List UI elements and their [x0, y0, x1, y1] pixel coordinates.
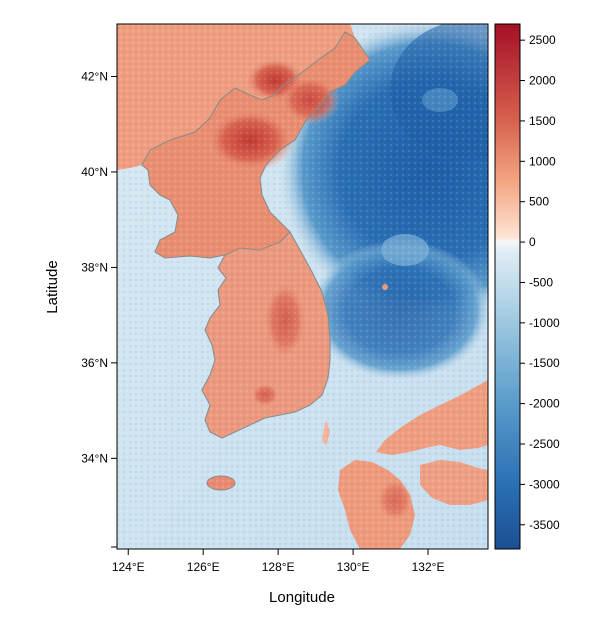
- x-axis: 124°E 126°E 128°E 130°E 132°E: [112, 549, 445, 574]
- colorbar-ticks: 2500 2000 1500 1000 500 0 -500 -1000 -1500 -2000 -…: [520, 33, 560, 532]
- colorbar-tick-label: -2500: [529, 437, 560, 451]
- colorbar-tick-label: 500: [529, 195, 549, 209]
- y-tick-label: 38°N: [81, 260, 108, 274]
- north-korea-border: [141, 31, 356, 166]
- colorbar-tick-label: 0: [529, 235, 536, 249]
- x-tick-label: 132°E: [412, 560, 445, 574]
- colorbar-tick-label: 1500: [529, 114, 556, 128]
- map-panel: [117, 24, 488, 549]
- colorbar-tick-label: 1000: [529, 154, 556, 168]
- korea-coastline: [141, 37, 371, 439]
- x-tick-label: 130°E: [337, 560, 370, 574]
- colorbar-tick-label: -500: [529, 275, 553, 289]
- x-tick-label: 124°E: [112, 560, 145, 574]
- y-tick-label: 36°N: [81, 356, 108, 370]
- colorbar-tick-label: -3500: [529, 518, 560, 532]
- colorbar-tick-label: -2000: [529, 397, 560, 411]
- y-tick-label: 40°N: [81, 165, 108, 179]
- colorbar-tick-label: 2000: [529, 74, 556, 88]
- colorbar-tick-label: -3000: [529, 477, 560, 491]
- y-axis: 34°N 36°N 38°N 40°N 42°N: [81, 70, 117, 548]
- plot-frame: [116, 23, 489, 550]
- x-axis-label: Longitude: [269, 589, 335, 606]
- colorbar-tick-label: -1500: [529, 356, 560, 370]
- y-axis-label: Latitude: [44, 260, 61, 313]
- dmz-line: [224, 231, 291, 256]
- colorbar-tick-label: 2500: [529, 33, 556, 47]
- colorbar: [494, 23, 521, 550]
- x-tick-label: 126°E: [187, 560, 220, 574]
- y-tick-label: 34°N: [81, 451, 108, 465]
- colorbar-tick-label: -1000: [529, 316, 560, 330]
- y-tick-label: 42°N: [81, 70, 108, 84]
- x-tick-label: 128°E: [262, 560, 295, 574]
- raster-texture: [117, 24, 488, 549]
